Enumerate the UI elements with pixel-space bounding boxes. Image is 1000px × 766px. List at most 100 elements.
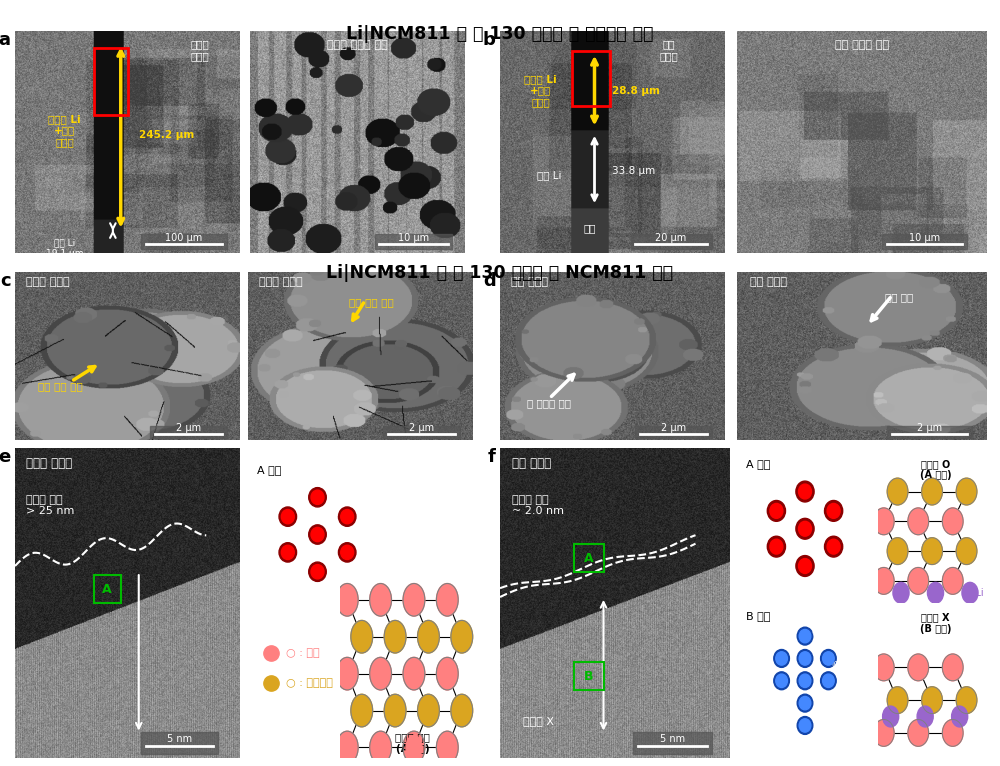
Text: Li|NCM811 풀 셀 130 사이클 후 NCM811 양극: Li|NCM811 풀 셀 130 사이클 후 NCM811 양극: [326, 264, 674, 282]
Circle shape: [436, 732, 458, 764]
Circle shape: [798, 558, 812, 574]
Circle shape: [942, 719, 963, 746]
Circle shape: [824, 500, 843, 522]
Bar: [631, 234, 712, 250]
Circle shape: [823, 652, 834, 665]
Bar: [635, 426, 712, 438]
Circle shape: [439, 588, 455, 612]
Circle shape: [799, 674, 811, 687]
Text: 70°: 70°: [810, 507, 825, 516]
Circle shape: [373, 588, 389, 612]
Circle shape: [279, 542, 297, 562]
Circle shape: [952, 706, 968, 727]
Text: 개발 전해액: 개발 전해액: [511, 277, 548, 287]
Circle shape: [873, 568, 894, 594]
Circle shape: [887, 687, 908, 714]
Circle shape: [798, 522, 812, 536]
Circle shape: [776, 652, 787, 665]
Text: (0-11): (0-11): [761, 565, 782, 572]
Text: 2 μm: 2 μm: [661, 423, 686, 433]
Circle shape: [908, 719, 929, 746]
Circle shape: [336, 732, 358, 764]
Text: 2 μm: 2 μm: [409, 423, 434, 433]
Circle shape: [354, 625, 370, 649]
Text: 심한 균열 발생: 심한 균열 발생: [349, 297, 394, 307]
Text: 활성 Li: 활성 Li: [537, 170, 562, 180]
Bar: [633, 732, 712, 754]
Text: 잘 보존된 계면: 잘 보존된 계면: [527, 398, 571, 408]
Circle shape: [406, 588, 422, 612]
Text: 비활성 Li
+음극
보호막: 비활성 Li +음극 보호막: [48, 114, 81, 147]
Text: 개발 전해액: 개발 전해액: [750, 277, 786, 287]
Circle shape: [403, 657, 425, 690]
Circle shape: [824, 536, 843, 557]
Text: 상전이 X: 상전이 X: [523, 716, 554, 726]
Text: 80°: 80°: [810, 666, 825, 676]
Text: [100]c  상전이 X: [100]c 상전이 X: [744, 746, 791, 752]
Text: 상전이 O
(A 구역): 상전이 O (A 구역): [920, 459, 951, 480]
Circle shape: [797, 627, 813, 645]
Circle shape: [893, 582, 909, 604]
Circle shape: [403, 584, 425, 616]
Text: 심한 균열 발생: 심한 균열 발생: [38, 381, 82, 391]
Text: B 구역: B 구역: [746, 611, 771, 620]
Circle shape: [451, 694, 473, 727]
Circle shape: [821, 672, 836, 689]
Circle shape: [309, 562, 326, 581]
Circle shape: [403, 732, 425, 764]
Circle shape: [798, 484, 812, 499]
Circle shape: [922, 687, 942, 714]
Circle shape: [908, 654, 929, 681]
Circle shape: [339, 588, 355, 612]
Circle shape: [922, 538, 942, 565]
Circle shape: [796, 519, 814, 539]
Circle shape: [370, 657, 391, 690]
Circle shape: [942, 508, 963, 535]
Circle shape: [406, 662, 422, 686]
Text: 33.8 μm: 33.8 μm: [612, 165, 656, 175]
Circle shape: [917, 706, 933, 727]
Circle shape: [799, 652, 811, 665]
Circle shape: [821, 650, 836, 667]
Text: (0-11): (0-11): [277, 565, 300, 574]
Circle shape: [436, 584, 458, 616]
Circle shape: [797, 672, 813, 689]
Circle shape: [873, 719, 894, 746]
Circle shape: [883, 706, 899, 727]
Text: 2 μm: 2 μm: [176, 423, 201, 433]
Circle shape: [956, 687, 977, 714]
Text: B: B: [584, 669, 593, 683]
Circle shape: [387, 699, 403, 722]
Circle shape: [309, 525, 326, 544]
Circle shape: [454, 699, 470, 722]
Circle shape: [311, 490, 324, 505]
Text: 비활성 Li
+음극
보호막: 비활성 Li +음극 보호막: [524, 74, 557, 107]
Text: f: f: [488, 448, 495, 466]
Text: 100 μm: 100 μm: [165, 233, 202, 243]
Circle shape: [311, 565, 324, 579]
Circle shape: [418, 620, 439, 653]
Text: 5 nm: 5 nm: [660, 735, 685, 745]
Text: [110]c  상전이 O: [110]c 상전이 O: [254, 597, 305, 607]
Text: A: A: [102, 583, 112, 596]
Text: 245.2 μm: 245.2 μm: [139, 130, 194, 140]
Circle shape: [767, 500, 786, 522]
Circle shape: [420, 625, 436, 649]
Text: 28.8 μm: 28.8 μm: [612, 86, 660, 96]
Text: d: d: [483, 272, 496, 290]
Text: 저농도 전해액: 저농도 전해액: [26, 277, 70, 287]
Text: 활성 Li
19.1 μm: 활성 Li 19.1 μm: [46, 238, 83, 257]
Circle shape: [384, 694, 406, 727]
Bar: [141, 234, 226, 250]
Text: 상전이 구역
> 25 nm: 상전이 구역 > 25 nm: [26, 495, 75, 516]
Text: (0-1-1): (0-1-1): [821, 482, 845, 489]
Circle shape: [767, 536, 786, 557]
Circle shape: [796, 555, 814, 577]
Text: 저농도 전해액: 저농도 전해액: [259, 277, 303, 287]
Circle shape: [956, 538, 977, 565]
Circle shape: [797, 650, 813, 667]
Bar: [383, 426, 460, 438]
Circle shape: [887, 478, 908, 505]
Text: A 구역: A 구역: [257, 464, 281, 474]
Circle shape: [774, 650, 789, 667]
